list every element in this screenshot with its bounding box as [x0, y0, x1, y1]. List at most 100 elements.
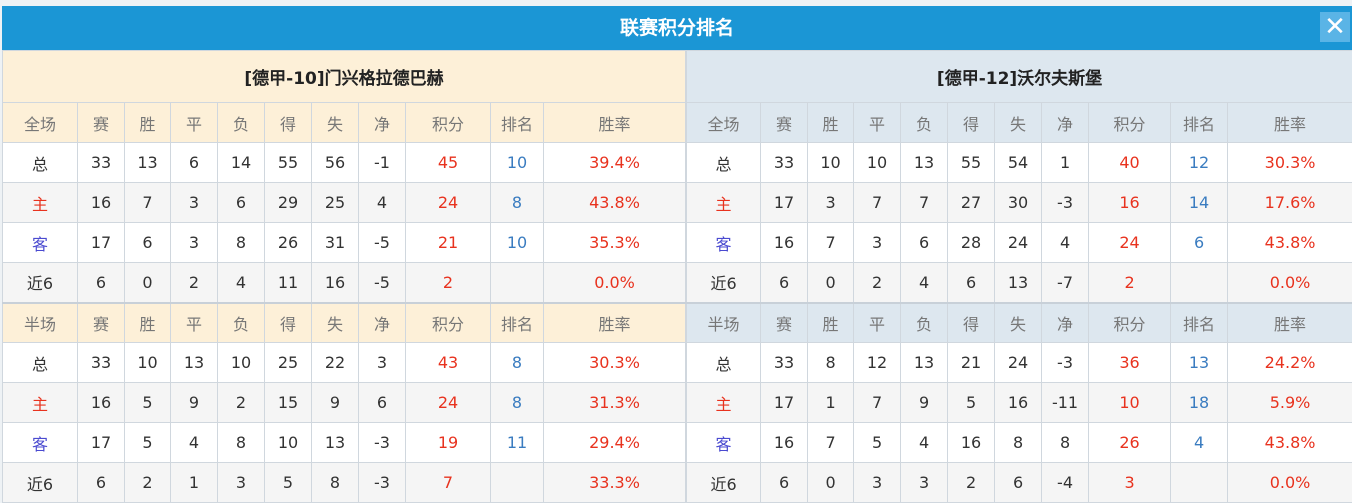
column-header: 负	[217, 301, 265, 343]
column-header: 得	[264, 102, 312, 143]
table-cell: 2	[1088, 262, 1172, 303]
table-cell: 43	[405, 342, 491, 383]
table-cell: 客	[686, 222, 762, 263]
table-cell: 25	[264, 342, 312, 383]
table-cell: 8	[217, 222, 265, 263]
table-cell: 33	[77, 142, 125, 183]
column-header: 胜	[807, 301, 855, 343]
section-header-row: 全场赛胜平负得失净积分 排名 胜率	[2, 102, 687, 143]
table-row: 主 17 3 7 7 27 30 -3 16 14 17.6%	[686, 182, 1352, 223]
table-cell: 3	[170, 222, 218, 263]
away-team-table: [德甲-12]沃尔夫斯堡 全场赛胜平负得失净积分 排名 胜率总 33 10 10 13 55 54…	[686, 50, 1352, 503]
table-cell: 40	[1088, 142, 1172, 183]
column-header: 胜	[124, 102, 171, 143]
table-cell: 17	[77, 422, 125, 463]
table-row: 总 33 13 6 14 55 56 -1 45 10 39.4%	[2, 142, 687, 183]
table-cell: 1	[170, 462, 218, 503]
table-cell: 3	[1088, 462, 1172, 503]
column-header: 赛	[77, 301, 125, 343]
table-cell: 5	[264, 462, 312, 503]
table-cell: 主	[686, 182, 762, 223]
table-cell: 22	[311, 342, 359, 383]
column-header: 平	[853, 102, 902, 143]
section-header-row: 半场赛胜平负得失净积分 排名 胜率	[686, 301, 1352, 343]
table-cell: 13	[170, 342, 218, 383]
table-cell: 27	[947, 182, 996, 223]
table-row: 总 33 10 13 10 25 22 3 43 8 30.3%	[2, 342, 687, 383]
table-cell: 24	[994, 342, 1043, 383]
column-header: 排名	[490, 301, 544, 343]
table-cell: -3	[358, 462, 406, 503]
table-cell: 8	[490, 342, 544, 383]
column-header: 胜率	[542, 301, 687, 343]
table-cell: 8	[1041, 422, 1090, 463]
table-cell: 6	[170, 142, 218, 183]
table-cell: 10	[1088, 382, 1172, 423]
column-header: 排名	[1170, 301, 1229, 343]
table-cell: 0.0%	[1227, 262, 1352, 303]
table-cell: 13	[900, 342, 949, 383]
table-cell: 3	[170, 182, 218, 223]
table-cell: 近6	[2, 262, 78, 303]
table-cell: 3	[358, 342, 406, 383]
table-cell: 16	[947, 422, 996, 463]
table-cell: 5	[947, 382, 996, 423]
table-cell: 30	[994, 182, 1043, 223]
section-header-row: 半场赛胜平负得失净积分 排名 胜率	[2, 301, 687, 343]
table-cell: 6	[124, 222, 171, 263]
table-cell: 7	[405, 462, 491, 503]
table-cell: -3	[358, 422, 406, 463]
column-header: 排名	[1170, 102, 1229, 143]
table-cell: 9	[311, 382, 359, 423]
close-icon[interactable]: ✕	[1320, 12, 1350, 42]
table-cell: 45	[405, 142, 491, 183]
table-cell: 10	[124, 342, 171, 383]
column-header: 平	[853, 301, 902, 343]
table-cell: 16	[760, 422, 809, 463]
column-header: 负	[900, 301, 949, 343]
column-header: 积分	[405, 301, 491, 343]
section-header-row: 全场赛胜平负得失净积分 排名 胜率	[686, 102, 1352, 143]
table-cell: -3	[1041, 342, 1090, 383]
table-cell: 10	[490, 142, 544, 183]
table-cell: 16	[994, 382, 1043, 423]
table-cell: -11	[1041, 382, 1090, 423]
table-cell: 29	[264, 182, 312, 223]
table-cell: 11	[490, 422, 544, 463]
table-row: 主 17 1 7 9 5 16 -11 10 18 5.9%	[686, 382, 1352, 423]
table-cell: 1	[1041, 142, 1090, 183]
table-cell: 8	[807, 342, 855, 383]
table-cell: 13	[124, 142, 171, 183]
table-cell: 7	[807, 422, 855, 463]
table-cell: 8	[490, 182, 544, 223]
table-cell: 16	[311, 262, 359, 303]
table-cell: 35.3%	[542, 222, 687, 263]
table-cell: 客	[686, 422, 762, 463]
table-cell: 26	[264, 222, 312, 263]
table-cell: 14	[217, 142, 265, 183]
table-cell: 17	[760, 182, 809, 223]
column-header: 胜	[124, 301, 171, 343]
table-cell: 主	[2, 182, 78, 223]
table-cell: 29.4%	[542, 422, 687, 463]
table-cell: 15	[264, 382, 312, 423]
column-header: 胜率	[542, 102, 687, 143]
table-cell: 9	[170, 382, 218, 423]
table-cell: 客	[2, 422, 78, 463]
column-header: 失	[994, 301, 1043, 343]
table-cell: 0.0%	[1227, 462, 1352, 503]
section-label: 半场	[686, 301, 762, 343]
table-cell: 30.3%	[1227, 142, 1352, 183]
column-header: 净	[358, 102, 406, 143]
table-cell: 近6	[686, 462, 762, 503]
table-cell: 6	[1170, 222, 1229, 263]
section-label: 全场	[2, 102, 78, 143]
table-cell: 33	[760, 142, 809, 183]
table-cell: 55	[947, 142, 996, 183]
table-cell: 4	[170, 422, 218, 463]
table-cell: 36	[1088, 342, 1172, 383]
standings-dialog: 联赛积分排名 ✕ [德甲-10]门兴格拉德巴赫 全场赛胜平负得失净积分 排名 胜率总 3…	[1, 6, 1352, 503]
table-cell: 7	[807, 222, 855, 263]
table-cell: 2	[405, 262, 491, 303]
team-name: [德甲-10]门兴格拉德巴赫	[1, 50, 687, 103]
